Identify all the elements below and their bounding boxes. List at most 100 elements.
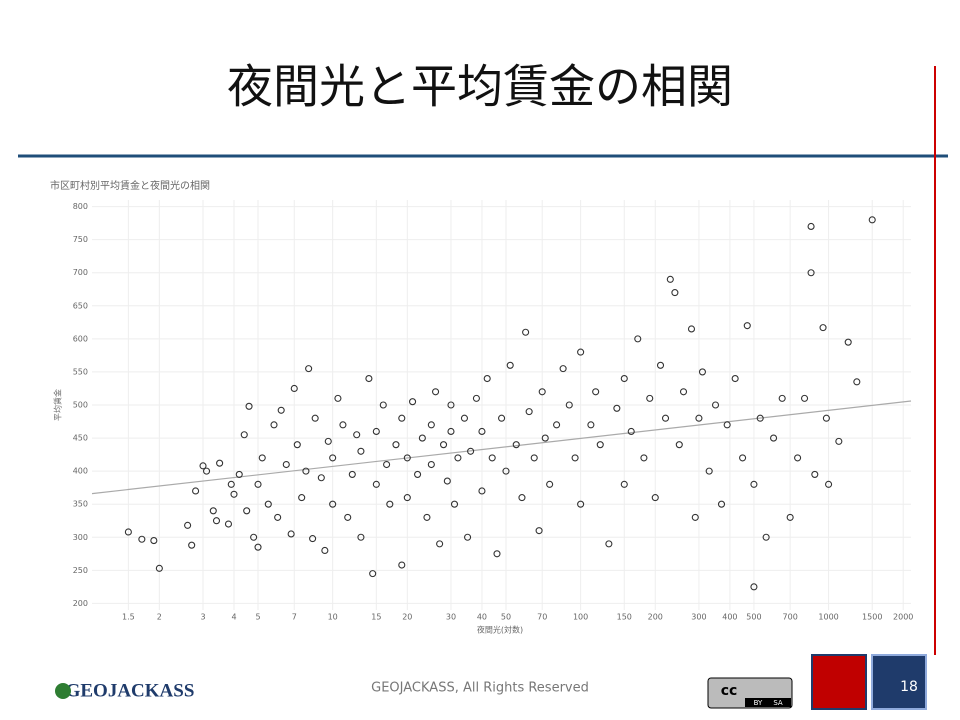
y-axis-label: 平均賃金 [53, 389, 63, 421]
point [439, 441, 448, 449]
point [369, 570, 377, 578]
point [227, 480, 235, 488]
point [502, 467, 510, 475]
point [447, 427, 455, 436]
point [270, 421, 278, 429]
point [298, 494, 306, 502]
y-tick-label: 350 [73, 500, 88, 509]
point [620, 374, 628, 383]
point [188, 541, 196, 549]
point [235, 470, 243, 478]
point [651, 494, 659, 502]
point [124, 528, 132, 536]
point [224, 520, 233, 528]
point [447, 401, 455, 409]
point [329, 500, 337, 508]
point [743, 322, 751, 330]
x-tick-label: 500 [746, 613, 761, 622]
point [778, 394, 786, 402]
point [571, 454, 579, 462]
point [750, 480, 758, 488]
point [762, 533, 770, 541]
point [199, 462, 207, 470]
point [541, 434, 549, 442]
point [530, 454, 538, 462]
point [661, 414, 670, 422]
point [546, 480, 554, 488]
point [698, 368, 707, 376]
point [464, 533, 472, 541]
y-tick-label: 450 [73, 434, 88, 443]
point [691, 513, 699, 521]
point [705, 467, 713, 475]
y-tick-label: 200 [73, 599, 88, 608]
point [365, 374, 373, 383]
point [739, 454, 747, 462]
point [309, 535, 317, 543]
point [293, 441, 301, 449]
point [184, 521, 192, 529]
point [277, 406, 285, 414]
x-tick-label: 700 [783, 613, 798, 622]
point [620, 480, 628, 488]
point [577, 348, 585, 356]
point [731, 374, 739, 383]
point [443, 477, 451, 485]
point [811, 470, 819, 478]
point [525, 408, 533, 416]
point [264, 500, 272, 508]
point [460, 414, 468, 422]
point [467, 447, 475, 455]
y-tick-label: 800 [73, 202, 88, 211]
point [329, 454, 337, 462]
point [634, 335, 642, 343]
point [414, 470, 422, 478]
cc-mark: cc [721, 683, 738, 699]
point [353, 431, 361, 439]
y-tick-label: 300 [73, 533, 88, 542]
point [770, 434, 778, 442]
point [822, 414, 830, 422]
point [518, 494, 526, 502]
point [756, 414, 764, 422]
x-tick-label: 1500 [862, 613, 882, 622]
copyright: GEOJACKASS, All Rights Reserved [371, 681, 589, 696]
point [493, 550, 501, 558]
point [274, 513, 282, 521]
point [605, 540, 613, 548]
y-tick-label: 250 [73, 566, 88, 575]
point [386, 500, 394, 508]
x-tick-label: 1.5 [122, 613, 135, 622]
point [577, 500, 585, 508]
point [819, 324, 827, 332]
x-tick-label: 50 [501, 613, 511, 622]
point [357, 447, 365, 455]
point [853, 378, 861, 386]
point [212, 517, 221, 525]
point [835, 437, 843, 445]
point [522, 328, 530, 336]
point [807, 222, 815, 231]
point [723, 421, 731, 429]
point [250, 533, 258, 541]
point [432, 388, 440, 396]
x-tick-label: 15 [371, 613, 381, 622]
point [317, 474, 325, 482]
chart-title: 市区町村別平均賃金と夜間光の相関 [50, 179, 210, 192]
point [305, 365, 313, 373]
point [679, 388, 688, 396]
x-tick-label: 30 [446, 613, 456, 622]
cc-by: BY [754, 699, 763, 707]
x-tick-label: 400 [722, 613, 737, 622]
point [230, 490, 238, 498]
point [478, 487, 486, 495]
logo-icon [55, 683, 71, 699]
point [372, 427, 380, 436]
point [711, 401, 720, 409]
point [254, 480, 262, 488]
point [357, 533, 365, 541]
point [717, 500, 726, 508]
x-tick-label: 300 [691, 613, 706, 622]
x-tick-label: 2 [157, 613, 162, 622]
point [245, 402, 253, 410]
